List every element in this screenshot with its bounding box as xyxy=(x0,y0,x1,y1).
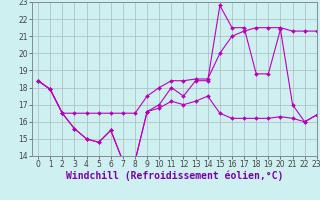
X-axis label: Windchill (Refroidissement éolien,°C): Windchill (Refroidissement éolien,°C) xyxy=(66,171,283,181)
